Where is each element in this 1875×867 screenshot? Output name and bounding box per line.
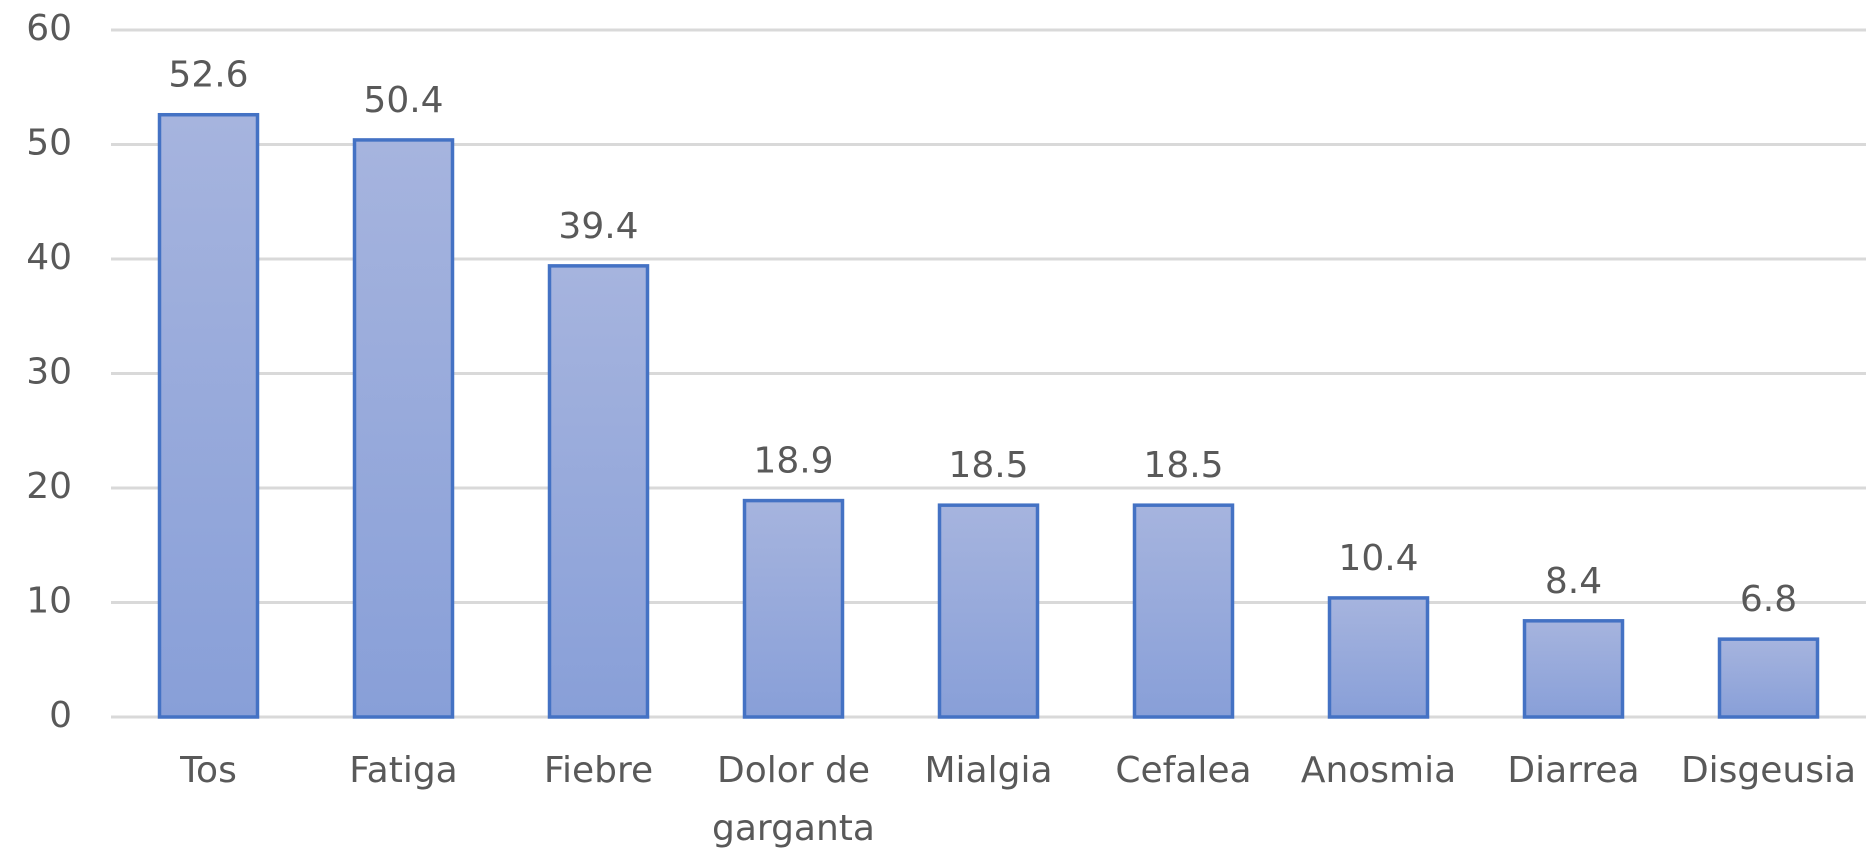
x-tick-label: Fatiga	[349, 750, 458, 791]
data-label: 18.5	[948, 445, 1028, 486]
bar	[1717, 637, 1820, 719]
y-tick-label: 10	[26, 581, 72, 622]
y-tick-label: 0	[49, 695, 72, 736]
y-tick-label: 20	[26, 466, 72, 507]
x-tick-label: Disgeusia	[1680, 750, 1857, 791]
y-tick-label: 50	[26, 123, 72, 164]
x-tick-label: Anosmia	[1300, 750, 1457, 791]
data-label: 6.8	[1740, 579, 1797, 620]
data-label: 52.6	[168, 55, 248, 96]
x-tick-label: Cefalea	[1115, 750, 1252, 791]
y-tick-label: 40	[26, 237, 72, 278]
data-label: 39.4	[558, 206, 638, 247]
x-tick-label: Tos	[180, 750, 237, 791]
y-tick-label: 30	[26, 352, 72, 393]
data-label: 8.4	[1545, 561, 1602, 602]
bar	[1327, 596, 1430, 719]
data-label: 18.9	[753, 441, 833, 482]
x-tick-label: Dolor de garganta	[712, 750, 875, 849]
bar	[1132, 503, 1235, 719]
bar	[547, 264, 650, 719]
bar	[937, 503, 1040, 719]
data-label: 18.5	[1143, 445, 1223, 486]
bar	[742, 498, 845, 719]
bar	[157, 112, 260, 719]
x-tick-label: Mialgia	[924, 750, 1053, 791]
x-tick-label: Diarrea	[1507, 750, 1640, 791]
data-label: 50.4	[363, 80, 443, 121]
bar	[352, 138, 455, 719]
data-label: 10.4	[1338, 538, 1418, 579]
x-tick-label: Fiebre	[543, 750, 654, 791]
y-tick-label: 60	[26, 8, 72, 49]
bar	[1522, 619, 1625, 719]
